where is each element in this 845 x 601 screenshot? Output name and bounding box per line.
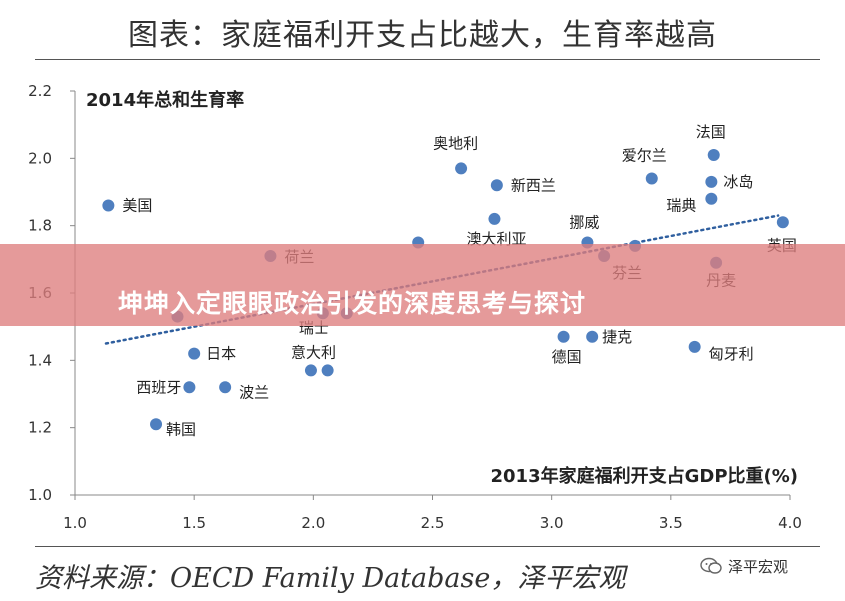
overlay-banner bbox=[0, 244, 845, 326]
point-label: 德国 bbox=[552, 348, 582, 366]
data-point bbox=[776, 216, 789, 229]
point-label: 日本 bbox=[206, 345, 236, 363]
point-label: 新西兰 bbox=[511, 176, 556, 194]
y-axis-title: 2014年总和生育率 bbox=[86, 89, 244, 111]
x-tick-label: 4.0 bbox=[778, 514, 802, 532]
point-label: 挪威 bbox=[569, 214, 599, 232]
wechat-watermark: 泽平宏观 bbox=[700, 552, 830, 580]
chart-axes: 1.01.52.02.53.03.54.01.01.21.41.61.82.02… bbox=[28, 82, 802, 532]
source-note: 资料来源：OECD Family Database，泽平宏观 bbox=[35, 563, 626, 594]
x-tick-label: 3.0 bbox=[540, 514, 564, 532]
point-label: 法国 bbox=[696, 123, 726, 141]
data-point bbox=[705, 175, 718, 188]
point-label: 波兰 bbox=[239, 383, 269, 401]
data-point bbox=[455, 162, 468, 175]
data-point bbox=[150, 418, 163, 431]
wechat-icon bbox=[700, 557, 722, 574]
data-point bbox=[488, 212, 501, 225]
y-tick-label: 1.2 bbox=[28, 419, 52, 437]
data-point bbox=[490, 179, 503, 192]
data-point bbox=[321, 364, 334, 377]
x-tick-label: 1.0 bbox=[63, 514, 87, 532]
y-tick-label: 2.0 bbox=[28, 149, 52, 167]
point-label: 奥地利 bbox=[433, 134, 478, 152]
top-rule bbox=[35, 59, 820, 60]
data-point bbox=[304, 364, 317, 377]
watermark-text: 泽平宏观 bbox=[728, 557, 789, 576]
data-point bbox=[645, 172, 658, 185]
x-tick-label: 3.5 bbox=[659, 514, 683, 532]
data-point bbox=[557, 330, 570, 343]
point-label: 西班牙 bbox=[136, 378, 181, 396]
x-tick-label: 1.5 bbox=[182, 514, 206, 532]
data-point bbox=[586, 330, 599, 343]
point-label: 匈牙利 bbox=[709, 345, 754, 363]
y-tick-label: 1.0 bbox=[28, 486, 52, 504]
point-label: 捷克 bbox=[602, 328, 632, 346]
x-tick-label: 2.5 bbox=[421, 514, 445, 532]
chart-title-header: 图表：家庭福利开支占比越大，生育率越高 bbox=[128, 18, 717, 53]
point-label: 爱尔兰 bbox=[622, 147, 667, 165]
x-tick-label: 2.0 bbox=[301, 514, 325, 532]
point-label: 冰岛 bbox=[723, 173, 753, 191]
banner-text: 坤坤入定眼眼政治引发的深度思考与探讨 bbox=[118, 289, 587, 318]
data-point bbox=[688, 340, 701, 353]
data-point bbox=[102, 199, 115, 212]
data-point bbox=[705, 192, 718, 205]
data-point bbox=[219, 381, 232, 394]
data-point bbox=[183, 381, 196, 394]
point-label: 意大利 bbox=[291, 343, 336, 361]
y-tick-label: 1.4 bbox=[28, 351, 52, 369]
bottom-rule bbox=[35, 546, 820, 547]
point-label: 瑞典 bbox=[666, 197, 696, 215]
data-point bbox=[707, 148, 720, 161]
x-axis-title: 2013年家庭福利开支占GDP比重(%) bbox=[491, 465, 799, 487]
y-tick-label: 2.2 bbox=[28, 82, 52, 100]
point-label: 韩国 bbox=[166, 420, 196, 438]
point-label: 澳大利亚 bbox=[466, 230, 526, 248]
y-tick-label: 1.8 bbox=[28, 217, 52, 235]
point-label: 美国 bbox=[122, 196, 152, 214]
data-point bbox=[188, 347, 201, 360]
